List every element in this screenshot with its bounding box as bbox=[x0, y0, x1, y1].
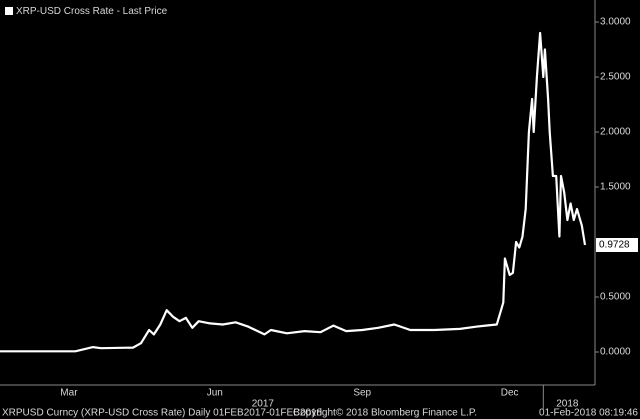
y-tick-label: 0.0000 bbox=[600, 347, 631, 358]
x-tick-label: Mar bbox=[60, 388, 78, 399]
y-tick-label: 0.5000 bbox=[600, 292, 631, 303]
y-tick-label: 1.5000 bbox=[600, 182, 631, 193]
y-tick-label: 2.5000 bbox=[600, 72, 631, 83]
footer-right: 01-Feb-2018 08:19:46 bbox=[539, 408, 638, 419]
legend-label: XRP-USD Cross Rate - Last Price bbox=[16, 6, 168, 17]
y-tick-label: 2.0000 bbox=[600, 127, 631, 138]
x-tick-label: Jun bbox=[207, 388, 223, 399]
footer-center: Copyright© 2018 Bloomberg Finance L.P. bbox=[293, 408, 477, 419]
legend-swatch bbox=[5, 7, 13, 15]
footer-left: XRPUSD Curncy (XRP-USD Cross Rate) Daily… bbox=[2, 408, 323, 419]
y-tick-label: 3.0000 bbox=[600, 17, 631, 28]
x-tick-label: Sep bbox=[353, 388, 371, 399]
x-tick-label: Dec bbox=[501, 388, 519, 399]
last-price-box bbox=[596, 238, 638, 253]
year-label: 2017 bbox=[252, 399, 275, 410]
last-price-label: 0.9728 bbox=[599, 240, 630, 251]
year-label: 2018 bbox=[556, 399, 579, 410]
price-line bbox=[0, 31, 587, 353]
